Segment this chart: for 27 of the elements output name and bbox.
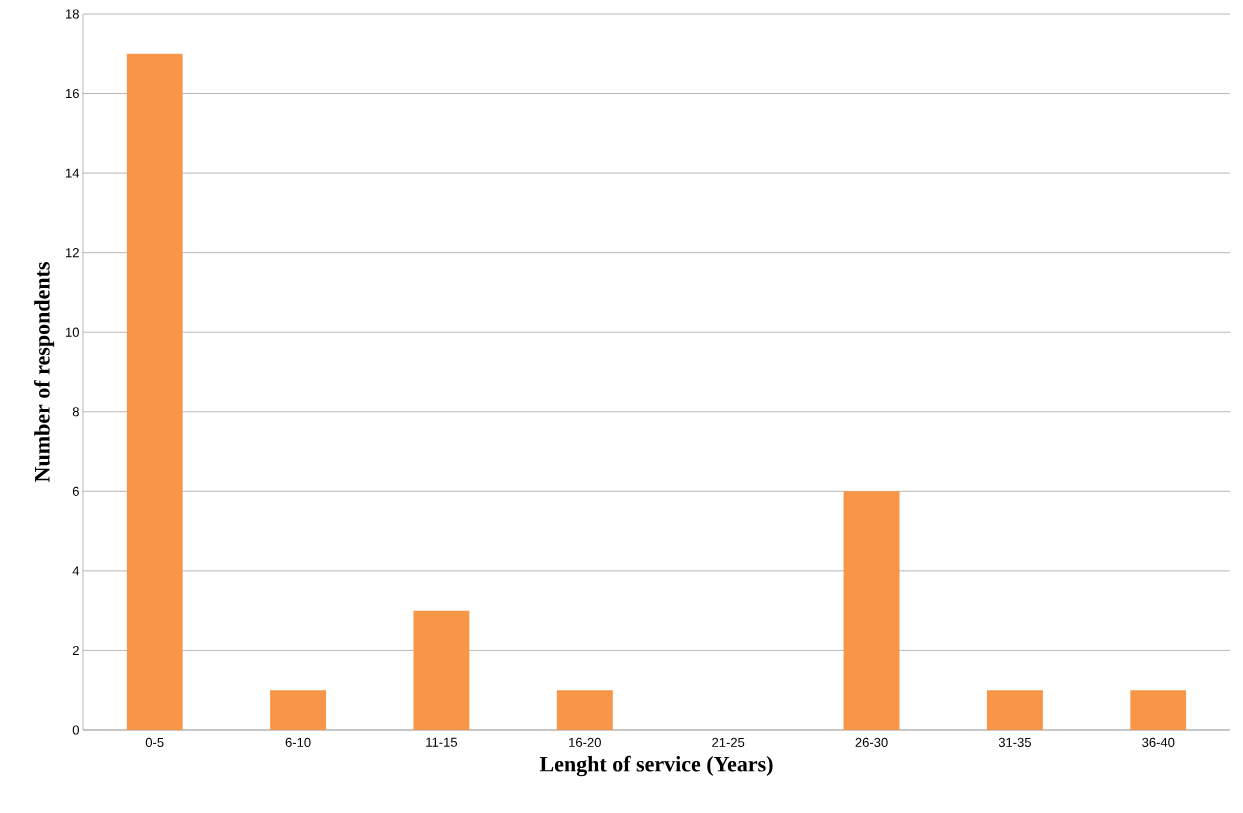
y-tick-label: 12 <box>66 248 79 258</box>
y-tick-label: 18 <box>66 9 79 19</box>
y-tick-label: 16 <box>66 88 79 99</box>
x-tick-label: 26-30 <box>855 737 888 747</box>
x-axis-title: Lenght of service (Years) <box>539 755 773 777</box>
y-tick-label: 0 <box>72 725 79 735</box>
y-tick-label: 4 <box>72 566 80 576</box>
x-tick-label: 16-20 <box>569 737 601 747</box>
y-tick-label: 2 <box>72 645 79 655</box>
x-tick-label: 11-15 <box>426 737 458 747</box>
x-tick-label: 36-40 <box>1142 737 1175 747</box>
x-tick-label: 6-10 <box>285 737 311 747</box>
bar <box>1130 690 1187 730</box>
y-tick-label: 6 <box>72 486 79 496</box>
bar <box>556 690 613 730</box>
y-tick-label: 14 <box>66 168 80 178</box>
x-tick-label: 0-5 <box>145 737 164 747</box>
x-tick-label: 21-25 <box>712 737 745 747</box>
y-tick-label: 10 <box>66 327 79 337</box>
bar <box>413 610 470 730</box>
bar <box>843 491 900 730</box>
y-tick-label: 8 <box>72 407 79 417</box>
y-axis-title: Number of respondents <box>33 262 55 482</box>
bar <box>986 690 1043 730</box>
bar <box>126 53 183 730</box>
x-tick-label: 31-35 <box>998 737 1031 747</box>
bar <box>270 690 327 730</box>
